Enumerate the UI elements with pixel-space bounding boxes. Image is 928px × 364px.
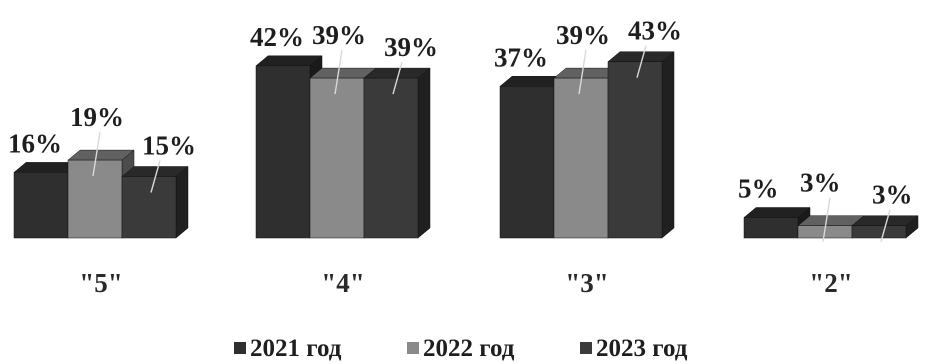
- legend: 2021 год 2022 год 2023 год: [234, 335, 688, 362]
- legend-swatch: [407, 342, 419, 354]
- bar-2-series-3: [851, 215, 919, 239]
- data-label-5-series-3: 15%: [142, 131, 196, 161]
- category-label-3: "3": [565, 268, 608, 298]
- leader-line: [392, 61, 403, 95]
- legend-label: 2023 год: [596, 335, 688, 362]
- leader-line: [578, 49, 587, 95]
- data-label-5-series-2: 19%: [70, 102, 124, 132]
- legend-item-2: 2022 год: [407, 335, 515, 362]
- category-label-2: "2": [809, 268, 852, 298]
- data-label-2-series-1: 5%: [738, 174, 779, 204]
- bars-layer: [13, 51, 919, 239]
- leader-line: [150, 160, 161, 193]
- legend-swatch: [234, 342, 246, 354]
- data-label-2-series-3: 3%: [872, 180, 913, 210]
- legend-label: 2022 год: [423, 335, 515, 362]
- legend-swatch: [580, 342, 592, 354]
- data-label-4-series-1: 42%: [250, 22, 304, 52]
- data-label-2-series-2: 3%: [800, 168, 841, 198]
- bar-4-series-3: [363, 67, 431, 239]
- data-label-3-series-1: 37%: [494, 42, 548, 72]
- legend-item-3: 2023 год: [580, 335, 688, 362]
- data-label-3-series-3: 43%: [628, 16, 682, 46]
- leader-line: [822, 197, 831, 242]
- bar-3-series-3: [607, 51, 675, 239]
- leader-line: [92, 131, 101, 177]
- category-labels-layer: "5" "4" "3" "2": [79, 268, 852, 298]
- data-labels-layer: 16% 19% 15% 42% 39% 39% 37% 39% 43% 5% 3% 3%: [8, 16, 913, 242]
- data-label-4-series-3: 39%: [384, 32, 438, 62]
- leader-line: [880, 209, 891, 242]
- data-label-3-series-2: 39%: [556, 20, 610, 50]
- bar-5-series-3: [121, 165, 189, 239]
- leader-line: [636, 45, 647, 78]
- leader-line: [334, 49, 343, 95]
- category-label-4: "4": [321, 268, 364, 298]
- bar-4-series-2: [309, 67, 377, 239]
- data-label-4-series-2: 39%: [312, 20, 366, 50]
- legend-item-1: 2021 год: [234, 335, 342, 362]
- data-label-5-series-1: 16%: [8, 128, 62, 158]
- legend-label: 2021 год: [250, 335, 342, 362]
- category-label-5: "5": [79, 268, 122, 298]
